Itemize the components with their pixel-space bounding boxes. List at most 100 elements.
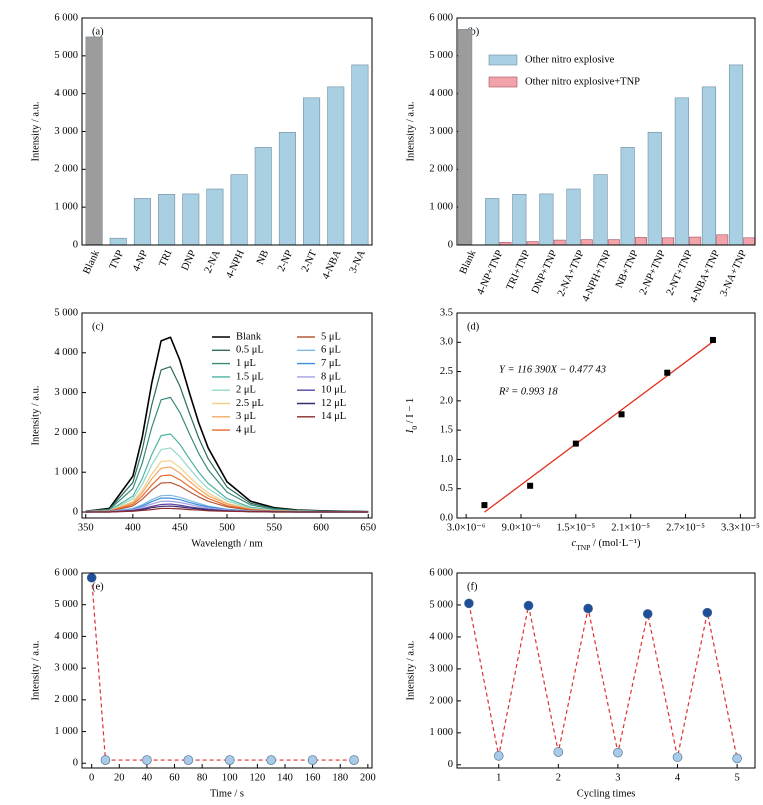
y-tick-label: 5 000: [54, 599, 78, 610]
x-tick-label: Blank: [458, 248, 479, 276]
legend-label: 3 μL: [236, 411, 256, 422]
data-point: [183, 755, 194, 765]
data-point: [100, 755, 111, 765]
legend-swatch: [488, 76, 518, 88]
bar: [109, 237, 127, 246]
legend-swatch: [488, 54, 518, 66]
plot-frame: [81, 572, 373, 769]
x-tick-label: 1: [496, 772, 501, 783]
y-tick-label: 0: [448, 239, 453, 250]
legend-label: 10 μL: [321, 385, 346, 396]
y-tick-label: 6 000: [54, 12, 78, 23]
bar: [553, 239, 566, 246]
y-tick-label: 4 000: [54, 347, 78, 358]
legend-label: 4 μL: [236, 425, 256, 436]
x-tick-label: 40: [142, 772, 153, 783]
data-point: [307, 755, 318, 765]
x-tick-label: 4-NBA: [321, 248, 344, 281]
panel-label: (f): [467, 581, 478, 592]
data-point: [481, 502, 488, 509]
bar: [254, 147, 272, 246]
legend-label: 2 μL: [236, 385, 256, 396]
y-tick-label: 1 000: [54, 202, 78, 213]
legend-label: 1.5 μL: [236, 371, 264, 382]
legend-label: 7 μL: [321, 358, 341, 369]
x-tick-label: 4-NP: [131, 248, 150, 273]
x-tick-label: 2-NA+TNP: [556, 248, 587, 298]
x-tick-label: 4-NPH+TNP: [580, 248, 613, 303]
y-tick-label: 1 000: [429, 202, 453, 213]
x-tick-label: 500: [219, 522, 235, 533]
y-tick-label: 3 000: [429, 126, 453, 137]
bar: [182, 193, 200, 246]
spectrum-line: [85, 447, 369, 513]
bar: [327, 86, 345, 246]
spectrum-line: [85, 336, 369, 513]
x-axis-label: Time / s: [210, 788, 244, 799]
spectrum-line: [85, 396, 369, 513]
dashed-line: [468, 603, 738, 759]
data-point: [702, 607, 713, 618]
y-tick-label: 0.5: [440, 483, 453, 494]
y-tick-label: 1.0: [440, 454, 453, 465]
y-tick-label: 0: [448, 759, 453, 770]
x-tick-label: 5: [734, 772, 739, 783]
r-squared: R² = 0.993 18: [498, 386, 558, 397]
x-tick-label: 350: [78, 522, 94, 533]
spectrum-line: [85, 433, 369, 513]
y-tick-label: 4 000: [54, 631, 78, 642]
data-point: [642, 609, 653, 619]
y-tick-label: 1 000: [54, 467, 78, 478]
y-tick-label: 5 000: [429, 599, 453, 610]
data-point: [523, 600, 534, 611]
x-tick-label: NB+TNP: [614, 249, 641, 290]
x-tick-label: 180: [332, 772, 348, 783]
data-point: [709, 336, 716, 343]
y-tick-label: 3.0: [440, 337, 453, 348]
panel-label: (e): [92, 581, 104, 592]
bar: [701, 86, 717, 246]
panel-label: (c): [92, 321, 104, 332]
x-tick-label: 2-NT: [300, 248, 320, 274]
x-tick-label: TRI: [157, 248, 174, 268]
data-point: [583, 603, 593, 614]
x-tick-label: 3-NA: [348, 248, 368, 275]
bar: [728, 64, 744, 246]
bar: [662, 237, 675, 246]
y-axis-label: Intensity / a.u.: [30, 385, 41, 445]
x-axis-label: Wavelength / nm: [191, 538, 262, 549]
y-tick-label: 3 000: [54, 387, 78, 398]
x-tick-label: 4-NPH: [224, 248, 247, 280]
bar: [716, 234, 729, 246]
x-tick-label: 550: [266, 522, 282, 533]
x-tick-label: TNP: [108, 248, 126, 271]
legend-label: 8 μL: [321, 371, 341, 382]
bar: [512, 194, 527, 246]
y-tick-label: 3.5: [440, 307, 453, 318]
y-tick-label: 0: [73, 758, 78, 769]
bar: [303, 97, 321, 246]
x-tick-label: 60: [169, 772, 180, 783]
bar: [526, 241, 539, 246]
x-tick-label: 3-NA+TNP: [718, 248, 749, 298]
plot-frame: [456, 17, 756, 246]
bar: [230, 174, 248, 246]
x-tick-label: 120: [250, 772, 266, 783]
y-tick-label: 2 000: [54, 164, 78, 175]
data-point: [464, 598, 474, 609]
y-tick-label: 5 000: [429, 50, 453, 61]
x-tick-label: 3.0×10⁻⁶: [447, 522, 486, 533]
bar: [133, 198, 151, 246]
x-tick-label: 2.7×10⁻⁵: [666, 522, 705, 533]
y-tick-label: 2 000: [54, 694, 78, 705]
x-tick-label: 4: [675, 772, 681, 783]
legend-label: Other nitro explosive+TNP: [525, 76, 640, 87]
bar: [580, 239, 593, 246]
bar: [634, 237, 647, 246]
legend-label: 2.5 μL: [236, 398, 264, 409]
data-point: [572, 440, 579, 447]
legend-label: Blank: [236, 331, 262, 342]
panel-label: (a): [92, 26, 104, 37]
legend-label: 12 μL: [321, 398, 346, 409]
